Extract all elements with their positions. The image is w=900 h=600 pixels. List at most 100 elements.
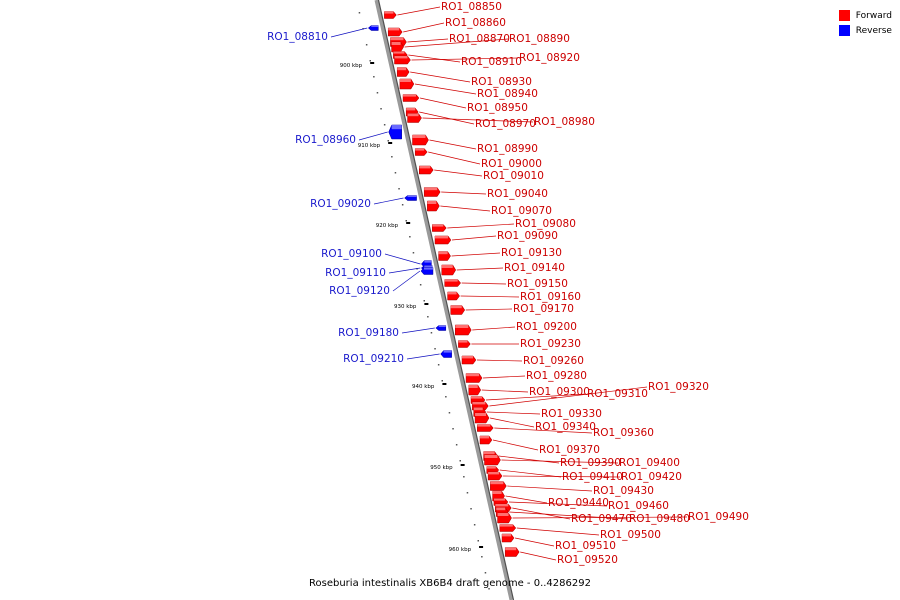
- backbone-edge: [377, 0, 515, 600]
- forward-gene-glyph: [432, 224, 447, 232]
- forward-gene-label[interactable]: RO1_08850: [441, 1, 502, 13]
- leader-line: [483, 375, 526, 379]
- tick-label: 930 kbp: [394, 304, 417, 310]
- reverse-gene-label[interactable]: RO1_09020: [310, 198, 371, 210]
- leader-line: [461, 282, 507, 285]
- forward-gene-label[interactable]: RO1_09170: [513, 303, 574, 315]
- forward-gene-label[interactable]: RO1_09520: [557, 554, 618, 566]
- legend: Forward Reverse: [838, 8, 892, 38]
- forward-gene-glyph: [419, 165, 434, 175]
- forward-gene-label[interactable]: RO1_09330: [541, 408, 602, 420]
- tick-dot: [434, 348, 436, 350]
- tick-dots: [358, 12, 490, 590]
- forward-gene-label[interactable]: RO1_09400: [619, 457, 680, 469]
- reverse-gene-label[interactable]: RO1_09210: [343, 353, 404, 365]
- backbone-line: [374, 0, 514, 600]
- tick-dot: [401, 204, 404, 206]
- gene-glyphs: [367, 11, 520, 557]
- leader-line: [373, 197, 404, 205]
- forward-gene-label[interactable]: RO1_09160: [520, 291, 581, 303]
- genome-backbone: [374, 0, 515, 600]
- leader-line: [447, 223, 515, 229]
- forward-gene-label[interactable]: RO1_09070: [491, 205, 552, 217]
- forward-gene-label[interactable]: RO1_09500: [600, 529, 661, 541]
- forward-gene-label[interactable]: RO1_09340: [535, 421, 596, 433]
- forward-gene-label[interactable]: RO1_08920: [519, 52, 580, 64]
- leader-line: [512, 507, 571, 520]
- forward-gene-label[interactable]: RO1_09130: [501, 247, 562, 259]
- leader-line: [492, 439, 539, 451]
- forward-gene-label[interactable]: RO1_09230: [520, 338, 581, 350]
- reverse-gene-label[interactable]: RO1_09100: [321, 248, 382, 260]
- tick-dot: [419, 284, 422, 286]
- forward-gene-label[interactable]: RO1_09480: [629, 513, 690, 525]
- genome-caption: Roseburia intestinalis XB6B4 draft genom…: [309, 578, 591, 589]
- forward-gene-label[interactable]: RO1_09320: [648, 381, 709, 393]
- forward-gene-label[interactable]: RO1_09420: [621, 471, 682, 483]
- forward-gene-label[interactable]: RO1_09370: [539, 444, 600, 456]
- forward-gene-label[interactable]: RO1_08980: [534, 116, 595, 128]
- forward-gene-label[interactable]: RO1_09090: [497, 230, 558, 242]
- forward-gene-glyph: [499, 524, 517, 532]
- forward-gene-label[interactable]: RO1_09440: [548, 497, 609, 509]
- tick-dot: [488, 588, 490, 590]
- forward-gene-label[interactable]: RO1_09310: [587, 388, 648, 400]
- forward-gene-glyph: [501, 533, 515, 543]
- leader-line: [388, 267, 421, 274]
- forward-gene-label[interactable]: RO1_09510: [555, 540, 616, 552]
- reverse-gene-glyph: [420, 267, 434, 275]
- forward-gene-label[interactable]: RO1_08860: [445, 17, 506, 29]
- leader-line: [419, 111, 475, 125]
- forward-gene-label[interactable]: RO1_09010: [483, 170, 544, 182]
- forward-gene-glyph: [455, 324, 472, 336]
- forward-gene-glyph: [396, 67, 410, 77]
- reverse-gene-glyph: [440, 350, 452, 358]
- forward-gene-glyph: [458, 340, 471, 348]
- forward-gene-label[interactable]: RO1_08970: [475, 118, 536, 130]
- tick-label: 920 kbp: [376, 223, 399, 229]
- forward-gene-label[interactable]: RO1_09460: [608, 500, 669, 512]
- leader-line: [501, 459, 619, 464]
- forward-gene-label[interactable]: RO1_08940: [477, 88, 538, 100]
- reverse-swatch: [838, 25, 850, 36]
- reverse-gene-label[interactable]: RO1_09120: [329, 285, 390, 297]
- reverse-gene-label[interactable]: RO1_08960: [295, 134, 356, 146]
- forward-gene-label[interactable]: RO1_09490: [688, 511, 749, 523]
- forward-gene-label[interactable]: RO1_08890: [509, 33, 570, 45]
- tick-mark: [479, 546, 484, 548]
- forward-gene-label[interactable]: RO1_08950: [467, 102, 528, 114]
- tick-mark: [424, 303, 429, 305]
- forward-gene-label[interactable]: RO1_09150: [507, 278, 568, 290]
- forward-gene-label[interactable]: RO1_08930: [471, 76, 532, 88]
- forward-gene-label[interactable]: RO1_09300: [529, 386, 590, 398]
- forward-gene-label[interactable]: RO1_09470: [571, 513, 632, 525]
- tick-dot: [380, 108, 382, 110]
- forward-gene-label[interactable]: RO1_09200: [516, 321, 577, 333]
- forward-gene-label[interactable]: RO1_09390: [560, 457, 621, 469]
- scale-ticks: 900 kbp 910 kbp 920 kbp 930 kbp 940 kbp 950 k…: [340, 62, 484, 553]
- tick-dot: [466, 492, 469, 494]
- forward-gene-label[interactable]: RO1_09410: [562, 471, 623, 483]
- forward-gene-glyph: [394, 55, 411, 65]
- leader-line: [472, 326, 516, 331]
- leader-line: [428, 151, 481, 165]
- forward-gene-label[interactable]: RO1_09000: [481, 158, 542, 170]
- forward-gene-label[interactable]: RO1_09280: [526, 370, 587, 382]
- forward-gene-label[interactable]: RO1_09430: [593, 485, 654, 497]
- tick-dot: [484, 572, 487, 574]
- reverse-gene-label[interactable]: RO1_09110: [325, 267, 386, 279]
- forward-gene-glyph: [444, 279, 462, 287]
- forward-gene-label[interactable]: RO1_08990: [477, 143, 538, 155]
- reverse-gene-label[interactable]: RO1_08810: [267, 31, 328, 43]
- tick-mark: [442, 383, 447, 385]
- forward-gene-label[interactable]: RO1_09040: [487, 188, 548, 200]
- forward-gene-label[interactable]: RO1_08870: [449, 33, 510, 45]
- forward-gene-label[interactable]: RO1_09260: [523, 355, 584, 367]
- forward-gene-label[interactable]: RO1_09140: [504, 262, 565, 274]
- leader-line: [460, 295, 520, 298]
- forward-gene-label[interactable]: RO1_09080: [515, 218, 576, 230]
- leader-line: [414, 83, 477, 95]
- forward-gene-label[interactable]: RO1_08910: [461, 56, 522, 68]
- forward-gene-label[interactable]: RO1_09360: [593, 427, 654, 439]
- reverse-gene-label[interactable]: RO1_09180: [338, 327, 399, 339]
